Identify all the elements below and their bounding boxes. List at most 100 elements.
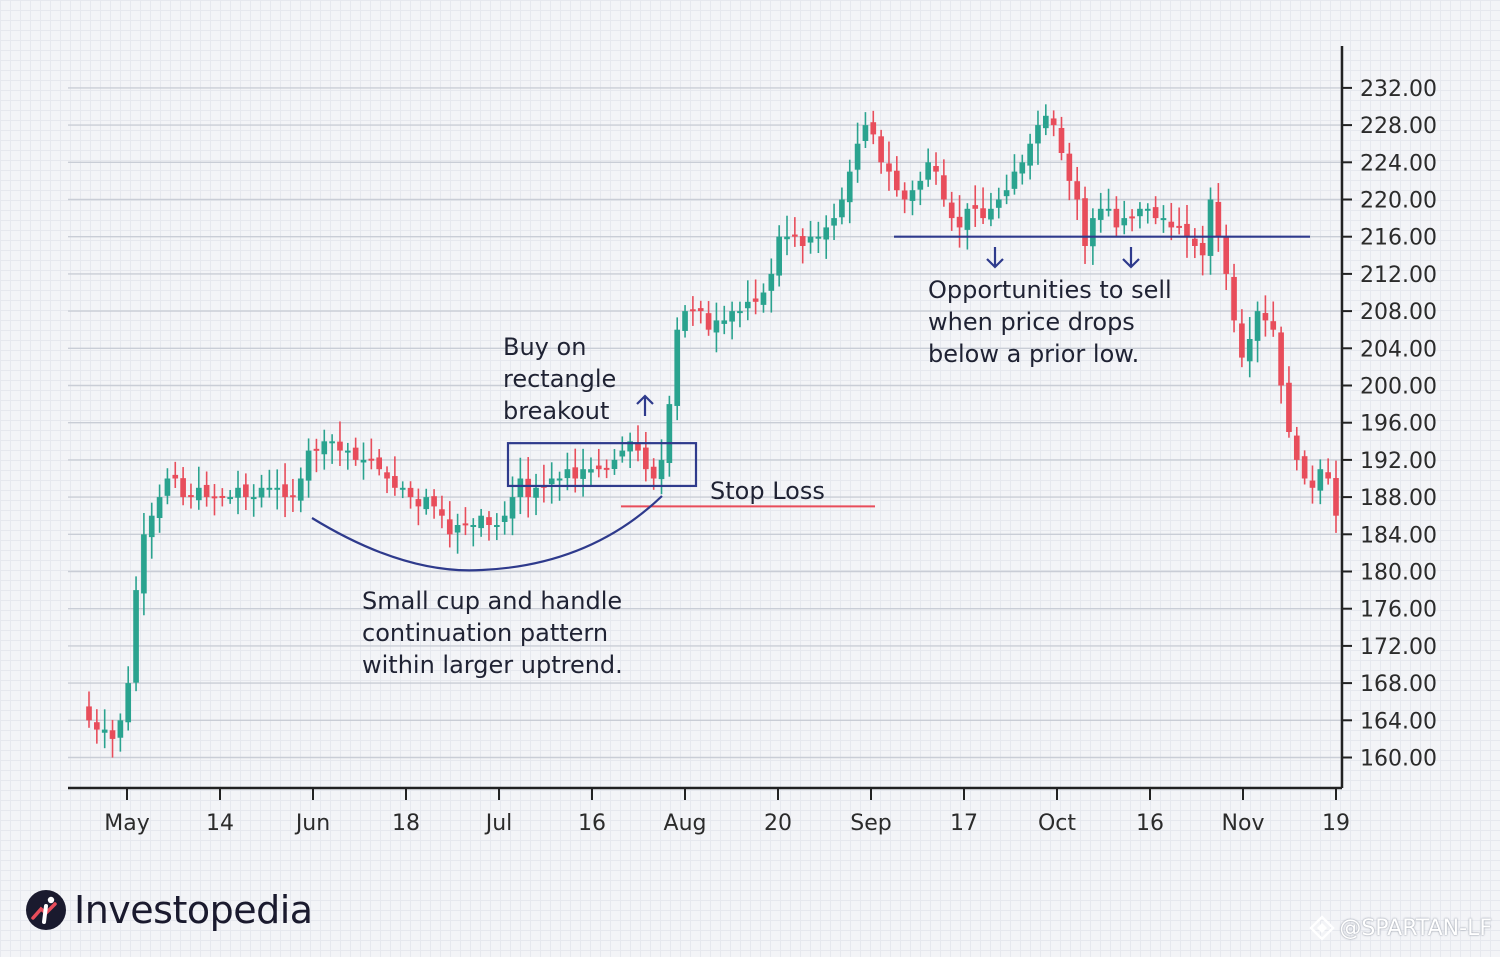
candle-down: [1082, 186, 1088, 264]
candle-body: [721, 320, 728, 324]
candle-down: [901, 182, 908, 214]
candle-up: [729, 301, 735, 340]
candle-body: [1301, 456, 1308, 479]
candle-body: [282, 484, 288, 498]
candle-body: [784, 236, 790, 240]
candle-up: [674, 317, 681, 421]
candle-body: [713, 320, 720, 333]
cup-label-line-1: Small cup and handle: [362, 587, 622, 615]
candle-down: [431, 489, 437, 519]
candle-body: [1293, 435, 1300, 460]
candle-body: [423, 497, 430, 510]
candle-up: [1027, 133, 1033, 180]
candle-up: [195, 466, 202, 510]
candle-up: [760, 283, 767, 313]
candle-body: [1239, 323, 1245, 358]
logo-text: Investopedia: [74, 888, 313, 932]
candle-down: [243, 473, 249, 511]
candle-body: [384, 472, 390, 479]
candle-up: [1011, 154, 1018, 195]
candle-body: [595, 465, 602, 470]
candle-body: [627, 441, 633, 452]
y-tick-label: 212.00: [1360, 263, 1437, 288]
candle-body: [290, 495, 296, 498]
x-tick-label: Nov: [1222, 811, 1265, 836]
y-tick-label: 188.00: [1360, 486, 1437, 511]
candle-body: [1207, 199, 1214, 256]
sell-label-line-3: below a prior low.: [928, 340, 1139, 368]
candle-body: [360, 459, 367, 463]
candle-body: [650, 466, 657, 479]
candle-up: [1254, 301, 1261, 363]
candle-body: [274, 487, 281, 490]
candle-body: [1215, 201, 1222, 237]
candle-body: [399, 487, 406, 490]
y-tick-label: 180.00: [1360, 561, 1437, 586]
candle-body: [729, 311, 735, 322]
candle-body: [744, 301, 751, 309]
candle-body: [1144, 208, 1151, 211]
candle-body: [368, 458, 375, 461]
candle-down: [1058, 116, 1065, 161]
candle-body: [666, 404, 673, 463]
axes: 160.00 164.00 168.00 172.00 176.00 180.00 184.…: [68, 46, 1437, 836]
candle-body: [172, 474, 179, 479]
candle-body: [494, 525, 500, 527]
candle-body: [1160, 218, 1167, 221]
x-tick-label: Jul: [484, 811, 513, 836]
candle-body: [1082, 198, 1088, 246]
candle-body: [995, 199, 1002, 208]
candle-body: [588, 469, 594, 473]
x-tick-label: 19: [1322, 811, 1350, 836]
candle-down: [525, 457, 532, 518]
candle-down: [1184, 204, 1190, 258]
candle-down: [1074, 166, 1081, 220]
candle-body: [1325, 472, 1331, 479]
candle-down: [376, 449, 383, 476]
candle-body: [446, 519, 453, 535]
candle-up: [344, 442, 351, 470]
sell-label-line-2: when price drops: [928, 308, 1135, 336]
candle-up: [125, 666, 132, 731]
candle-body: [1278, 332, 1284, 386]
candle-body: [1184, 223, 1190, 237]
y-tick-label: 220.00: [1360, 189, 1437, 214]
candle-down: [109, 719, 116, 758]
candle-up: [925, 148, 931, 187]
candle-body: [1097, 208, 1104, 220]
candle-down: [352, 437, 359, 466]
candle-up: [117, 713, 124, 752]
candle-body: [525, 478, 532, 498]
candle-down: [972, 185, 979, 227]
candle-body: [392, 476, 398, 488]
candle-body: [1113, 208, 1120, 228]
candle-up: [1144, 203, 1151, 224]
candle-up: [454, 513, 461, 554]
candle-down: [650, 458, 657, 490]
candle-down: [211, 484, 218, 516]
y-tick-label: 232.00: [1360, 77, 1437, 102]
candle-body: [752, 298, 759, 302]
candle-body: [1074, 181, 1081, 200]
candle-body: [86, 706, 92, 721]
candle-body: [1333, 478, 1339, 516]
y-tick-label: 164.00: [1360, 709, 1437, 734]
candle-body: [376, 457, 383, 470]
candle-down: [1309, 465, 1316, 504]
y-tick-label: 200.00: [1360, 375, 1437, 400]
candle-body: [846, 171, 853, 203]
candle-body: [854, 143, 861, 170]
candle-down: [643, 431, 649, 482]
investopedia-logo: Investopedia: [24, 888, 313, 932]
candle-up: [494, 513, 500, 541]
x-tick-label: 17: [950, 811, 978, 836]
candle-up: [564, 452, 571, 491]
candle-body: [823, 227, 830, 240]
candle-body: [219, 495, 226, 498]
candle-body: [203, 484, 210, 498]
candle-body: [431, 496, 437, 507]
candle-body: [603, 467, 610, 470]
candle-up: [274, 469, 281, 510]
candle-body: [737, 311, 743, 314]
candle-body: [886, 163, 892, 172]
